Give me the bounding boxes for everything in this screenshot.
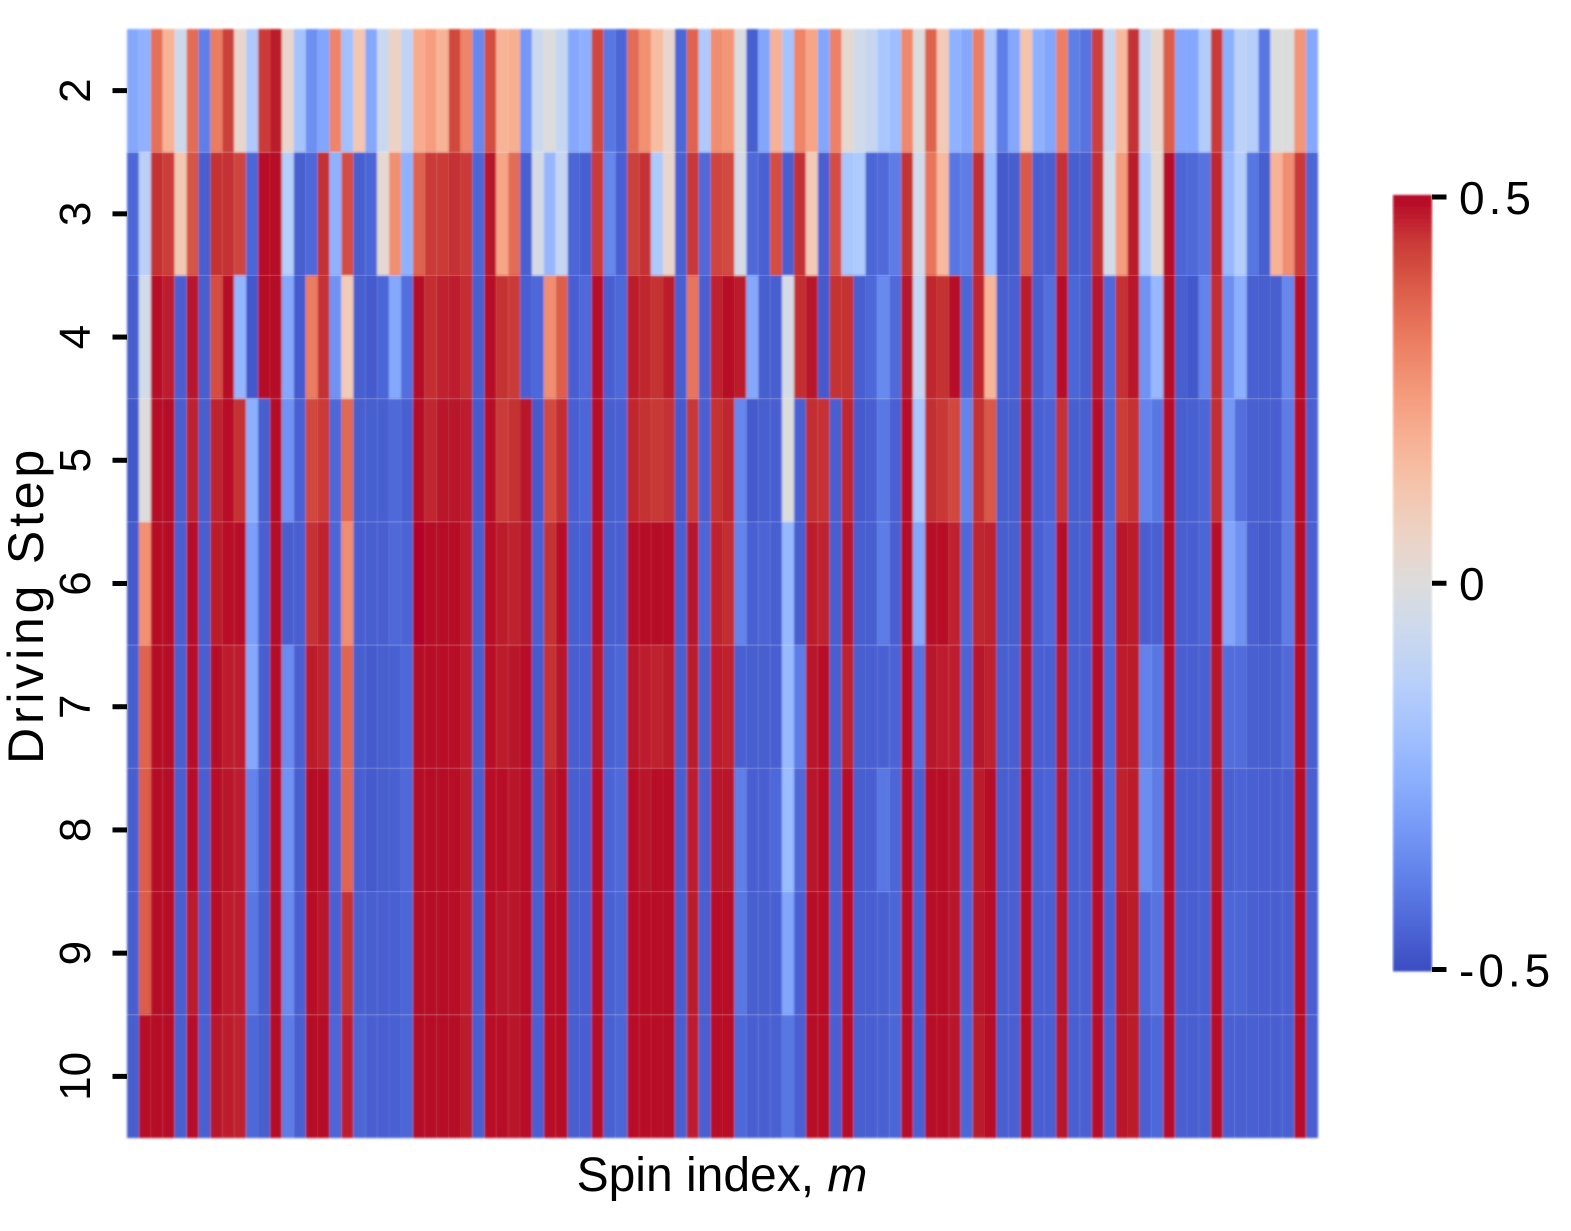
svg-text:2: 2 (51, 78, 100, 102)
svg-text:5: 5 (51, 448, 100, 472)
svg-text:8: 8 (51, 818, 100, 842)
svg-text:9: 9 (51, 941, 100, 965)
svg-text:3: 3 (51, 202, 100, 226)
svg-text:Spin index, m: Spin index, m (577, 1149, 868, 1202)
svg-text:0: 0 (1459, 558, 1489, 610)
svg-text:-0.5: -0.5 (1459, 944, 1554, 996)
svg-text:0.5: 0.5 (1459, 172, 1535, 224)
svg-text:10: 10 (51, 1052, 100, 1101)
svg-text:4: 4 (51, 325, 100, 349)
svg-text:Driving Step: Driving Step (0, 446, 54, 764)
svg-text:7: 7 (51, 694, 100, 718)
svg-text:6: 6 (51, 571, 100, 595)
